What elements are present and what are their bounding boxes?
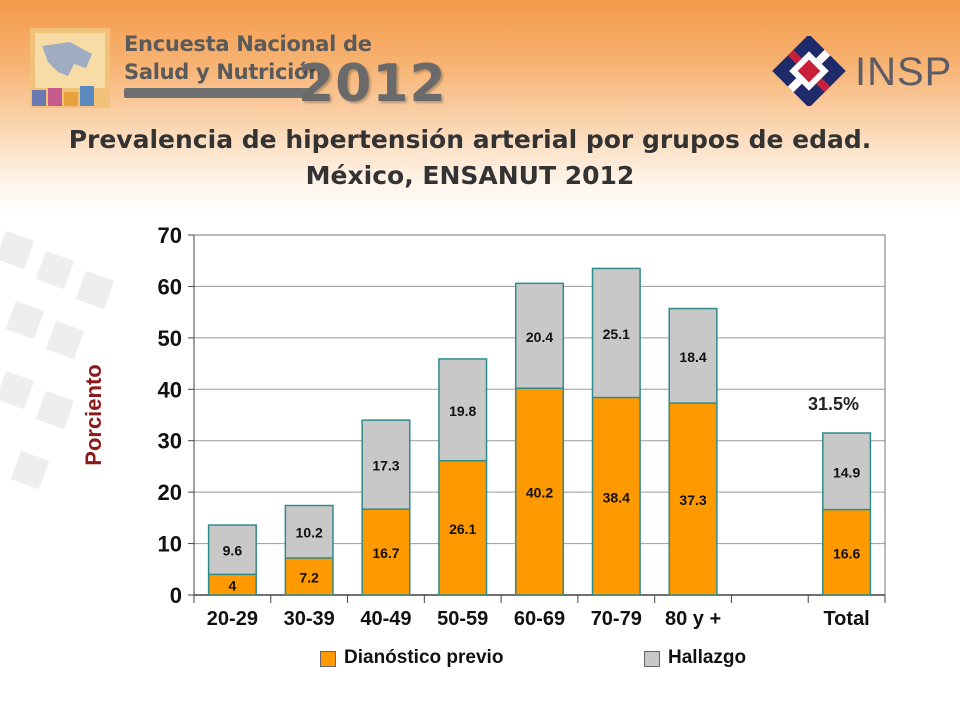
data-label-hallazgo: 14.9	[833, 464, 860, 480]
header-band	[0, 0, 960, 215]
bar-hallazgo	[438, 358, 487, 461]
y-tick-label: 70	[158, 223, 182, 248]
data-label-diagnostico: 7.2	[299, 569, 319, 585]
survey-underline	[124, 88, 310, 98]
x-tick-label: 50-59	[437, 608, 488, 630]
survey-name: Encuesta Nacional de Salud y Nutrición	[124, 30, 372, 86]
bar-outline	[822, 432, 872, 596]
title-line1: Prevalencia de hipertensión arterial por…	[68, 125, 872, 154]
bar-diagnostico	[515, 388, 564, 595]
legend-swatch-diagnostico	[320, 651, 336, 667]
data-label-diagnostico: 26.1	[449, 521, 476, 537]
bar-diagnostico	[362, 509, 410, 595]
bar-diagnostico	[669, 403, 717, 595]
bar-outline	[668, 307, 718, 596]
y-tick-label: 40	[158, 377, 182, 402]
bar-diagnostico	[592, 397, 641, 595]
x-tick-label: 80 y +	[665, 608, 721, 630]
bar-outline	[284, 504, 334, 596]
x-tick-label: 20-29	[207, 608, 258, 630]
bar-hallazgo	[285, 505, 333, 558]
y-tick-label: 30	[158, 429, 182, 454]
bar-outline	[514, 282, 565, 596]
bar-outline	[438, 358, 488, 596]
bar-diagnostico	[822, 509, 871, 595]
legend-label-hallazgo: Hallazgo	[668, 647, 747, 668]
y-tick-label: 60	[158, 274, 182, 299]
total-annotation: 31.5%	[808, 394, 860, 414]
bar-hallazgo	[515, 283, 564, 389]
data-label-diagnostico: 37.3	[679, 492, 706, 508]
bar-hallazgo	[362, 420, 410, 510]
ensanut-logo	[30, 28, 110, 108]
data-label-diagnostico: 16.7	[372, 545, 399, 561]
insp-wordmark: INSP	[855, 50, 953, 94]
title-line2: México, ENSANUT 2012	[305, 161, 635, 190]
data-label-diagnostico: 40.2	[526, 485, 553, 501]
data-label-hallazgo: 9.6	[223, 543, 243, 559]
bar-diagnostico	[208, 574, 257, 595]
data-label-hallazgo: 19.8	[449, 403, 476, 419]
data-label-diagnostico: 38.4	[603, 489, 630, 505]
data-label-hallazgo: 25.1	[603, 326, 630, 342]
y-tick-label: 10	[158, 532, 182, 557]
survey-name-line2: Salud y Nutrición	[124, 60, 323, 84]
x-tick-label: 60-69	[514, 608, 565, 630]
data-label-hallazgo: 18.4	[679, 349, 706, 365]
background-decoration	[0, 230, 115, 490]
bar-outline	[207, 524, 257, 596]
y-tick-label: 20	[158, 480, 182, 505]
y-tick-label: 50	[158, 326, 182, 351]
x-tick-label: 30-39	[284, 608, 335, 630]
legend-label-diagnostico: Dianóstico previo	[344, 647, 504, 668]
data-label-diagnostico: 4	[228, 578, 236, 594]
bar-diagnostico	[438, 460, 487, 595]
page-title: Prevalencia de hipertensión arterial por…	[0, 122, 940, 194]
bar-hallazgo	[669, 308, 717, 404]
x-tick-label: Total	[823, 608, 869, 630]
x-tick-label: 70-79	[591, 608, 642, 630]
data-label-hallazgo: 20.4	[526, 329, 553, 345]
y-tick-label: 0	[170, 583, 182, 608]
bar-hallazgo	[208, 525, 257, 575]
bar-hallazgo	[822, 433, 871, 510]
bar-outline	[591, 267, 641, 596]
data-label-hallazgo: 10.2	[296, 525, 323, 541]
bar-hallazgo	[592, 268, 641, 398]
legend-swatch-hallazgo	[644, 651, 660, 667]
survey-year: 2012	[298, 54, 447, 114]
insp-logo-icon	[772, 36, 846, 106]
data-label-hallazgo: 17.3	[372, 458, 399, 474]
survey-name-line1: Encuesta Nacional de	[124, 32, 372, 56]
bar-diagnostico	[285, 557, 333, 595]
x-tick-label: 40-49	[360, 608, 411, 630]
y-axis-label: Porciento	[81, 364, 106, 466]
bar-outline	[361, 419, 411, 596]
data-label-diagnostico: 16.6	[833, 545, 860, 561]
